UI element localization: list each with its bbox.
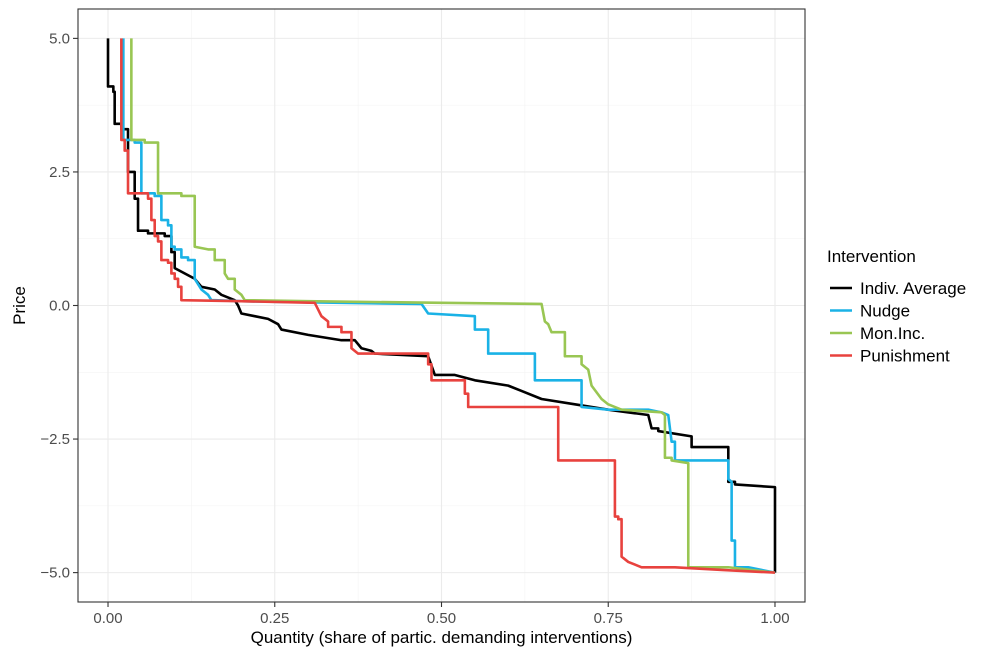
series-line-mon-inc xyxy=(130,38,776,574)
y-tick-label: 5.0 xyxy=(49,30,70,47)
series-line-punishment xyxy=(120,38,776,574)
x-tick-label: 0.00 xyxy=(93,610,122,627)
x-tick-label: 1.00 xyxy=(760,610,789,627)
y-tick-label: −5.0 xyxy=(40,565,70,582)
legend-label-nudge: Nudge xyxy=(860,302,910,321)
axes: 0.00 0.25 0.50 0.75 1.00 5.0 2.5 0.0 −2.5 −5.0 xyxy=(40,30,789,627)
legend-title: Intervention xyxy=(827,247,916,266)
legend: Intervention Indiv. Average Nudge Mon.Inc.… xyxy=(827,247,966,366)
x-tick-label: 0.25 xyxy=(260,610,289,627)
grid xyxy=(78,9,805,602)
x-tick-label: 0.50 xyxy=(427,610,456,627)
x-tick-label: 0.75 xyxy=(594,610,623,627)
x-axis-title: Quantity (share of partic. demanding int… xyxy=(251,628,633,647)
series-line-indiv-average xyxy=(106,38,777,573)
y-axis-title: Price xyxy=(10,286,29,325)
y-tick-label: 0.0 xyxy=(49,298,70,315)
y-tick-label: 2.5 xyxy=(49,164,70,181)
legend-label-punishment: Punishment xyxy=(860,347,950,366)
legend-label-mon-inc: Mon.Inc. xyxy=(860,324,925,343)
series-lines xyxy=(106,38,777,574)
legend-label-indiv-average: Indiv. Average xyxy=(860,279,966,298)
y-tick-label: −2.5 xyxy=(40,431,70,448)
